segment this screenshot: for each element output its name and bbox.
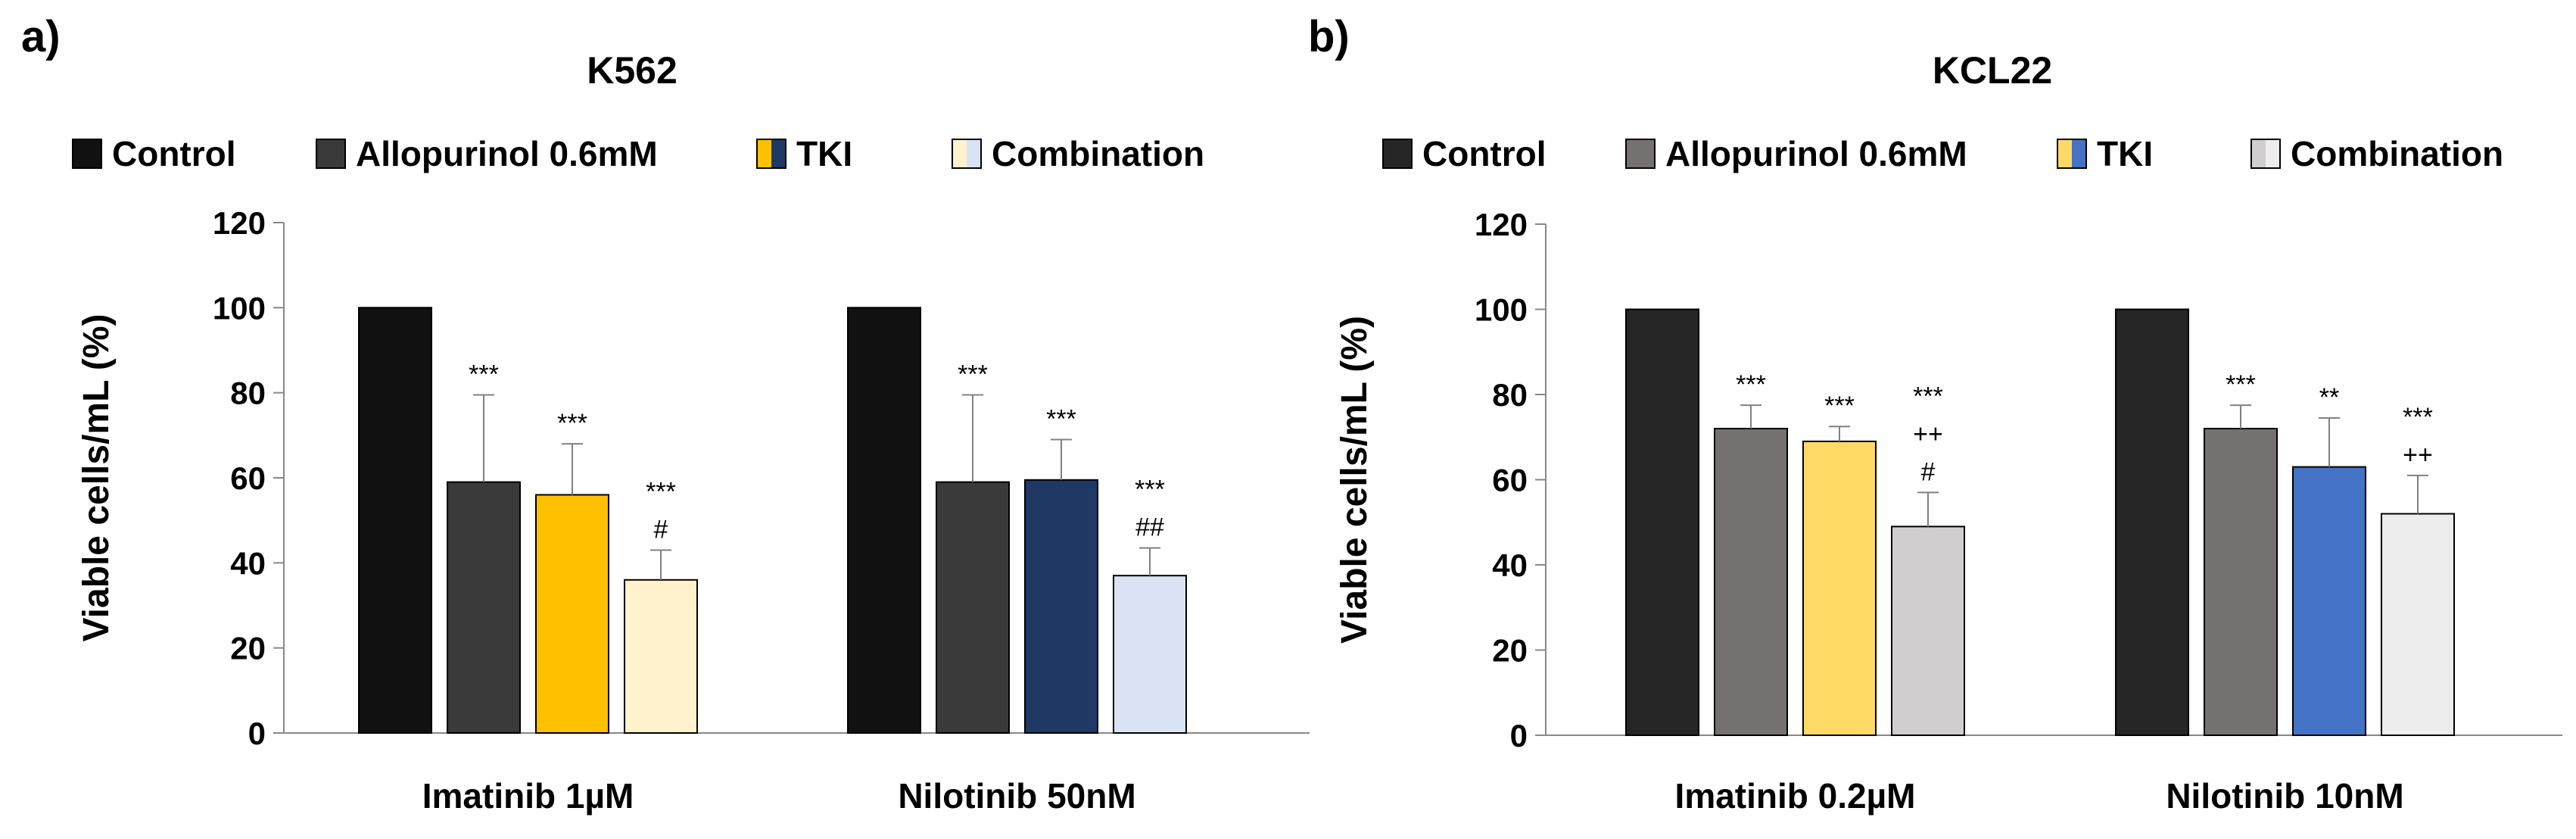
legend-label: Control <box>1422 134 1547 173</box>
bar <box>847 307 921 735</box>
bar <box>624 579 698 734</box>
legend-swatch <box>1382 139 1413 169</box>
legend-label: TKI <box>796 134 852 173</box>
bar <box>936 481 1010 734</box>
category-label: Nilotinib 50nM <box>898 776 1135 816</box>
significance-label: ++ <box>2403 441 2433 469</box>
legend-label: Control <box>112 134 236 173</box>
y-tick-label: 80 <box>230 376 266 411</box>
significance-label: *** <box>1736 370 1766 399</box>
legend-swatch-right <box>967 139 981 168</box>
legend-swatch-border <box>2057 139 2087 169</box>
y-tick-label: 120 <box>213 205 266 241</box>
significance-label: *** <box>646 477 676 506</box>
legend-label: TKI <box>2097 134 2153 173</box>
y-tick-label: 100 <box>1475 292 1528 328</box>
bar <box>1024 479 1098 735</box>
legend-swatch-left <box>952 139 967 168</box>
bar <box>447 481 521 734</box>
bar <box>2381 513 2455 736</box>
y-tick-label: 60 <box>1492 463 1528 498</box>
legend-swatch-border <box>2250 139 2281 169</box>
legend-swatch-right <box>2072 139 2086 168</box>
bar <box>1625 308 1699 736</box>
significance-label: *** <box>2226 370 2256 399</box>
significance-label: ## <box>1135 513 1164 542</box>
chart-title: KCL22 <box>1933 49 2052 92</box>
category-label: Imatinib 1µM <box>422 776 634 816</box>
legend-swatch-border <box>756 139 787 169</box>
y-tick-label: 40 <box>230 545 266 581</box>
significance-label: *** <box>1046 404 1076 433</box>
category-label: Imatinib 0.2µM <box>1675 776 1916 816</box>
y-tick-label: 60 <box>230 460 266 496</box>
bar <box>1891 526 1965 736</box>
bar <box>2204 428 2278 736</box>
y-tick-label: 0 <box>1510 718 1528 753</box>
legend-label: Allopurinol 0.6mM <box>1665 134 1967 173</box>
significance-label: *** <box>958 360 988 388</box>
y-tick-label: 120 <box>1475 207 1528 242</box>
legend-swatch-left <box>2251 139 2266 168</box>
bar <box>535 494 609 734</box>
y-tick-label: 20 <box>230 631 266 666</box>
legend-swatch-right <box>2266 139 2280 168</box>
significance-label: ** <box>2319 383 2339 412</box>
panel-k562: a) K562 Control Allopurinol 0.6mM TKI Combina… <box>21 12 1310 816</box>
y-tick-label: 0 <box>248 716 266 751</box>
legend-label: Combination <box>992 134 1204 173</box>
panel-label: a) <box>21 12 61 61</box>
bar <box>1714 428 1788 736</box>
y-tick-label: 80 <box>1492 377 1528 413</box>
panel-label: b) <box>1308 12 1350 61</box>
y-axis-title: Viable cells/mL (%) <box>1335 316 1375 644</box>
significance-label: *** <box>1913 382 1943 410</box>
significance-label: *** <box>469 360 499 388</box>
legend-swatch-right <box>771 139 786 168</box>
bar <box>1113 575 1187 735</box>
legend-label: Combination <box>2291 134 2503 173</box>
significance-label: # <box>654 515 668 544</box>
significance-label: *** <box>1135 476 1165 504</box>
legend-label: Allopurinol 0.6mM <box>356 134 658 173</box>
y-tick-label: 100 <box>213 290 266 326</box>
legend-swatch <box>316 139 346 169</box>
bar <box>358 307 432 735</box>
legend-swatch-left <box>757 139 771 168</box>
panel-kcl22: b) KCL22 Control Allopurinol 0.6mM TKI Combin… <box>1308 12 2562 816</box>
significance-label: *** <box>2403 403 2433 432</box>
bar <box>2292 466 2366 736</box>
legend-swatch <box>72 139 102 169</box>
y-tick-label: 20 <box>1492 633 1528 669</box>
y-tick-label: 40 <box>1492 547 1528 583</box>
chart-title: K562 <box>587 49 677 92</box>
legend-swatch-left <box>2057 139 2072 168</box>
significance-label: ++ <box>1913 420 1943 448</box>
bar <box>1802 440 1877 736</box>
category-label: Nilotinib 10nM <box>2166 776 2403 816</box>
significance-label: *** <box>1824 391 1855 420</box>
legend-swatch-border <box>952 139 982 169</box>
bar <box>2115 308 2189 736</box>
y-axis-title: Viable cells/mL (%) <box>76 313 117 641</box>
significance-label: *** <box>557 409 587 438</box>
legend-swatch <box>1625 139 1656 169</box>
significance-label: # <box>1921 457 1936 486</box>
